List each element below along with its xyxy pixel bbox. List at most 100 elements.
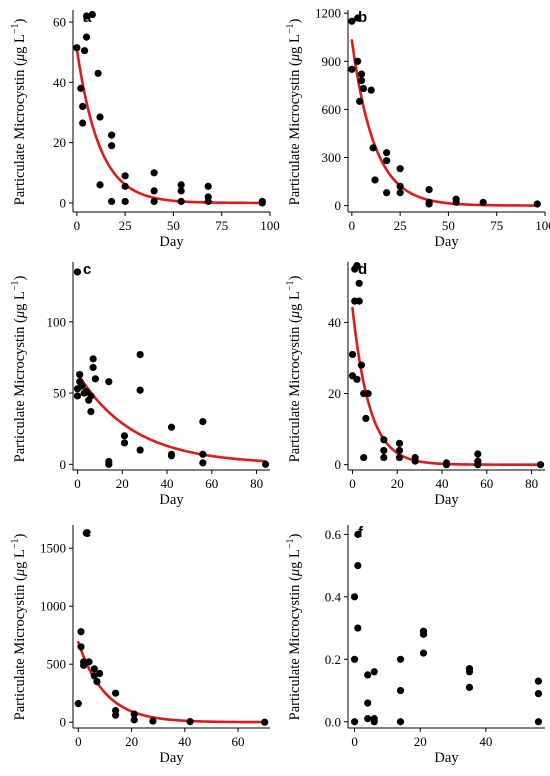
x-axis-title: Day	[434, 750, 459, 766]
data-point	[348, 17, 356, 25]
data-point	[355, 297, 363, 305]
x-axis-title: Day	[159, 492, 184, 508]
fit-curve	[76, 371, 267, 463]
x-tick-label: 0	[75, 734, 82, 749]
data-point	[82, 388, 91, 396]
x-tick-label: 20	[125, 734, 138, 749]
data-point	[348, 65, 356, 73]
x-tick-label: 75	[490, 218, 503, 233]
y-axis-title: Particulate Microcystin (μg L−1)	[285, 19, 303, 206]
y-axis-title: Particulate Microcystin (μg L−1)	[10, 276, 28, 463]
data-point	[108, 131, 116, 139]
data-point	[354, 530, 362, 538]
data-point	[130, 716, 138, 724]
data-point	[89, 363, 97, 372]
y-tick-label: 20	[328, 386, 341, 401]
data-point	[354, 57, 362, 65]
y-title-superscript: −1	[10, 539, 21, 550]
y-title-unit: g L	[12, 34, 28, 54]
panel-label: d	[358, 261, 367, 278]
panel-a: 0 25 50 75 100 0 20 40 60 Day Particulate Microcys…	[10, 9, 280, 250]
x-tick-label: 100	[260, 218, 280, 233]
data-point	[93, 678, 101, 686]
data-point	[80, 661, 88, 669]
y-title-superscript: −1	[285, 281, 296, 292]
data-point	[364, 389, 372, 398]
x-axis-title: Day	[159, 234, 184, 250]
y-tick-label: 0.4	[325, 589, 342, 604]
y-tick-label: 0.6	[325, 527, 342, 542]
y-title-text: Particulate Microcystin (	[287, 61, 303, 205]
data-point	[357, 70, 366, 78]
data-point	[199, 450, 207, 458]
data-point	[130, 710, 138, 718]
x-tick-label: 0	[349, 218, 356, 233]
data-point	[354, 562, 362, 570]
x-tick-label: 20	[391, 476, 404, 491]
data-point	[395, 453, 404, 462]
data-point	[354, 14, 362, 22]
y-tick-label: 0.2	[325, 652, 341, 667]
y-axis-title: Particulate Microcystin (μg L−1)	[10, 534, 28, 721]
data-point	[108, 197, 116, 206]
data-point	[186, 718, 194, 726]
data-point	[96, 669, 104, 678]
x-tick-label: 0	[74, 218, 81, 233]
y-title-mu: μ	[12, 569, 28, 577]
data-point	[82, 33, 91, 41]
data-point	[177, 181, 185, 189]
y-tick-label: 0	[60, 195, 67, 210]
x-tick-label: 0	[74, 476, 81, 491]
data-point	[425, 185, 433, 194]
y-title-mu: μ	[12, 311, 28, 319]
data-point	[362, 414, 370, 423]
data-point	[355, 279, 363, 287]
y-title-close: )	[287, 19, 303, 24]
data-point	[78, 382, 86, 390]
data-point	[89, 355, 97, 363]
data-point	[150, 187, 158, 195]
data-point	[396, 718, 405, 726]
y-tick-label: 0	[335, 198, 342, 213]
data-point	[364, 715, 372, 723]
x-tick-label: 80	[250, 476, 263, 491]
data-point	[353, 375, 361, 383]
y-title-close: )	[287, 534, 303, 539]
y-tick-label: 50	[53, 386, 66, 401]
data-point	[380, 453, 388, 462]
x-tick-label: 50	[167, 218, 180, 233]
data-point	[396, 655, 405, 663]
data-point	[111, 711, 120, 719]
y-tick-label: 20	[53, 135, 66, 150]
data-point	[177, 197, 185, 206]
y-tick-label: 1500	[40, 541, 66, 556]
x-tick-label: 40	[479, 734, 492, 749]
y-title-close: )	[287, 276, 303, 281]
fit-curve	[77, 640, 266, 724]
y-tick-label: 40	[53, 75, 66, 90]
data-point	[82, 529, 90, 537]
x-tick-label: 60	[480, 476, 493, 491]
data-point	[79, 119, 87, 127]
data-point	[533, 200, 541, 208]
data-point	[204, 197, 212, 206]
data-point	[465, 683, 474, 692]
x-tick-label: 40	[161, 476, 174, 491]
x-tick-label: 40	[178, 734, 191, 749]
data-point	[364, 699, 372, 707]
data-point	[111, 689, 120, 697]
x-tick-label: 25	[119, 218, 132, 233]
data-point	[96, 113, 104, 121]
y-title-unit: g L	[12, 549, 28, 569]
x-tick-label: 60	[232, 734, 245, 749]
y-tick-label: 60	[53, 15, 66, 30]
x-tick-label: 75	[215, 218, 228, 233]
x-axis-title: Day	[434, 234, 459, 250]
panel-e: 0 20 40 60 0 500 1000 1500 Day Particulate Microc…	[10, 524, 270, 766]
y-title-superscript: −1	[285, 539, 296, 550]
x-tick-label: 100	[535, 218, 550, 233]
y-title-unit: g L	[287, 34, 303, 54]
y-title-superscript: −1	[10, 281, 21, 292]
data-point	[350, 593, 359, 601]
data-point	[474, 461, 482, 469]
